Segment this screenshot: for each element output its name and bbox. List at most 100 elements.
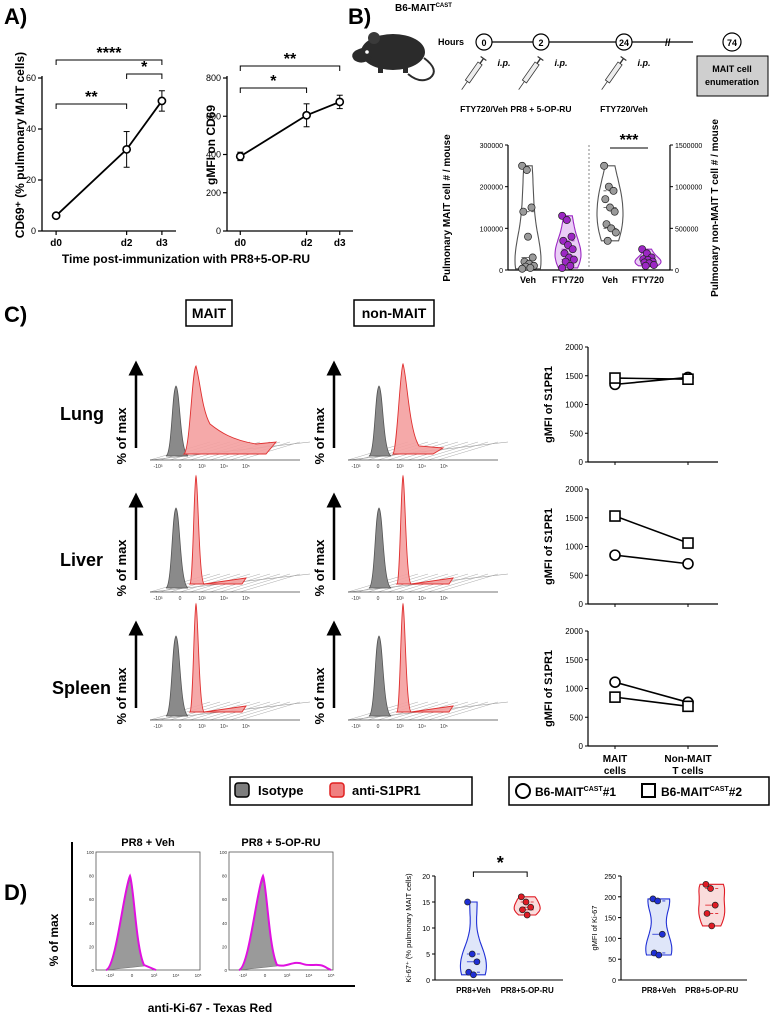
hist-isotype-peak <box>165 635 189 717</box>
legend-mouse2-base: B6-MAIT <box>661 785 710 799</box>
syringe-handle <box>537 56 544 62</box>
panel-b-left-tick-label: 100000 <box>480 226 503 233</box>
legend-mouse1-marker <box>515 783 531 799</box>
panel-b-violin-0-point <box>518 264 527 273</box>
flow-ytick-label: 40 <box>222 921 228 926</box>
syringe-handle <box>620 56 627 62</box>
legend-isotype-swatch <box>234 782 250 798</box>
ki67-pct-violin-0-point <box>470 971 477 979</box>
hist-tick-label: -10³ <box>352 596 361 602</box>
legend-mouse1-suffix: #1 <box>603 785 617 799</box>
flow-frame-0 <box>95 851 201 971</box>
ki67-pct-violin-1-point <box>522 898 530 906</box>
hist-tick-label: 10⁴ <box>220 464 228 470</box>
hist-floor-line <box>417 441 479 461</box>
hist-tick-label: 10⁵ <box>440 724 448 730</box>
gmfi-1-square-point <box>609 510 621 522</box>
ki67-pct-violin-0-point <box>468 950 476 958</box>
flow-xtick-label: 0 <box>131 973 134 978</box>
flow-ytick-label: 0 <box>224 968 227 973</box>
ki67-pct-sig-label: * <box>497 853 504 873</box>
hist-tick-label: 10⁴ <box>220 724 228 730</box>
ki67-gmfi-violin-0-point <box>655 951 663 959</box>
legend-mouse2-marker <box>641 783 656 798</box>
gmfi-2-circle-point <box>609 676 621 688</box>
flow-ytick-label: 80 <box>89 874 95 879</box>
flow-xtick-label: 10⁵ <box>195 973 202 978</box>
flow-ytick-label: 20 <box>222 944 228 949</box>
panel-b-violin-1-point <box>569 255 578 264</box>
legend-mouse2-sup: CAST <box>710 786 730 793</box>
ki67-pct-violin-1-point <box>527 903 535 911</box>
legend-mouse2-suffix: #2 <box>729 785 743 799</box>
panel-a-chart2-ytick-label: 600 <box>206 111 221 121</box>
syringe-barrel <box>464 61 483 84</box>
hist-tick-label: 0 <box>377 596 380 602</box>
legend-anti-s1pr1-label: anti-S1PR1 <box>352 783 421 798</box>
syringe-plunger <box>536 58 542 64</box>
panel-b-right-tick-label: 0 <box>675 268 679 275</box>
gmfi-0-square-point <box>609 372 621 384</box>
flow-xtick-label: 10⁴ <box>173 973 180 978</box>
panel-b-right-tick-label: 1500000 <box>675 143 702 150</box>
hist-ylabel: % of max <box>114 667 129 725</box>
gmfi-xlabel-1b: cells <box>604 766 627 777</box>
panel-a-chart1-point <box>122 144 132 154</box>
gmfi-ytick-label: 1000 <box>565 685 583 694</box>
legend-histogram-box <box>229 776 473 806</box>
panel-a-chart2-point <box>235 152 245 161</box>
panel-a-chart2-xtick-label: d0 <box>234 238 246 249</box>
panel-a-chart1-xtick-label: d0 <box>50 238 62 249</box>
panel-a-chart2-sig-bracket <box>239 87 308 93</box>
flow-xtick-label: 10⁵ <box>328 973 335 978</box>
hist-tick-label: 0 <box>179 724 182 730</box>
gmfi-xlabel-2a: Non-MAIT <box>664 754 711 765</box>
gmfi-xlabel-2b: T cells <box>672 766 704 777</box>
gmfi-2-square-point <box>682 700 694 713</box>
mouse-strain-base: B6-MAIT <box>395 3 436 14</box>
syringe-plunger <box>619 58 625 64</box>
hist-tick-label: 10⁴ <box>418 596 426 602</box>
flow-xtick-label: 0 <box>264 973 267 978</box>
ki67-pct-xtick-label: PR8+Veh <box>456 986 491 995</box>
panel-d: % of max anti-Ki-67 - Texas Red PR8 + Ve… <box>47 837 747 1015</box>
hist-floor-line <box>159 701 221 721</box>
ki67-pct-ytick-label: 15 <box>422 900 430 907</box>
panel-a-chart1-ytick-label: 20 <box>26 175 36 185</box>
panel-b-right-tick-label: 500000 <box>675 226 698 233</box>
panel-a: CD69⁺ (% pulmonary MAIT cells) gMFI on C… <box>13 45 353 266</box>
treatment-label: PR8 + 5-OP-RU <box>510 104 571 114</box>
ki67-gmfi-ytick-label: 50 <box>608 957 616 964</box>
endpoint-box <box>696 55 769 97</box>
hist-tick-label: -10³ <box>154 724 163 730</box>
hist-s1pr1-peak <box>395 602 454 713</box>
gmfi-ytick-label: 2000 <box>565 343 583 352</box>
panel-b-xtick-label: FTY720 <box>552 275 584 285</box>
panel-a-chart2-sig-bracket <box>239 65 341 71</box>
mouse-strain-superscript: CAST <box>436 3 453 9</box>
panel-a-xlabel: Time post-immunization with PR8+5-OP-RU <box>62 252 310 266</box>
ki67-pct-violin-1-point <box>519 906 526 914</box>
hist-floor-line <box>159 573 221 593</box>
hist-tick-label: 10⁵ <box>242 464 250 470</box>
ki67-gmfi-violin-1-point <box>702 880 710 888</box>
panel-a-chart1-ylabel: CD69⁺ (% pulmonary MAIT cells) <box>13 52 27 238</box>
endpoint-box-line2: enumeration <box>705 77 759 87</box>
ki67-pct-violin-0-point <box>464 898 471 906</box>
hist-isotype-peak <box>368 635 392 717</box>
hist-tick-label: 0 <box>179 596 182 602</box>
gmfi-1-circle-point <box>609 549 621 561</box>
treatment-label: FTY720/Veh <box>600 104 648 114</box>
timeline-node <box>475 33 493 51</box>
gmfi-1-circle-point <box>682 557 694 570</box>
panel-b-left-tick-label: 300000 <box>480 143 503 150</box>
flow-ytick-label: 20 <box>89 944 95 949</box>
ki67-pct-violin-1-point <box>517 893 525 901</box>
ki67-gmfi-violin-0-shape <box>645 898 673 956</box>
mouse-illustration <box>352 32 435 82</box>
panel-b-violin-0-point <box>519 207 528 216</box>
ki67-gmfi-xtick-label: PR8+Veh <box>642 986 677 995</box>
ki67-pct-ytick-label: 10 <box>422 926 430 933</box>
panel-b-xtick-label: Veh <box>602 275 618 285</box>
panel-a-chart2-ylabel: gMFI on CD69 <box>204 105 218 185</box>
